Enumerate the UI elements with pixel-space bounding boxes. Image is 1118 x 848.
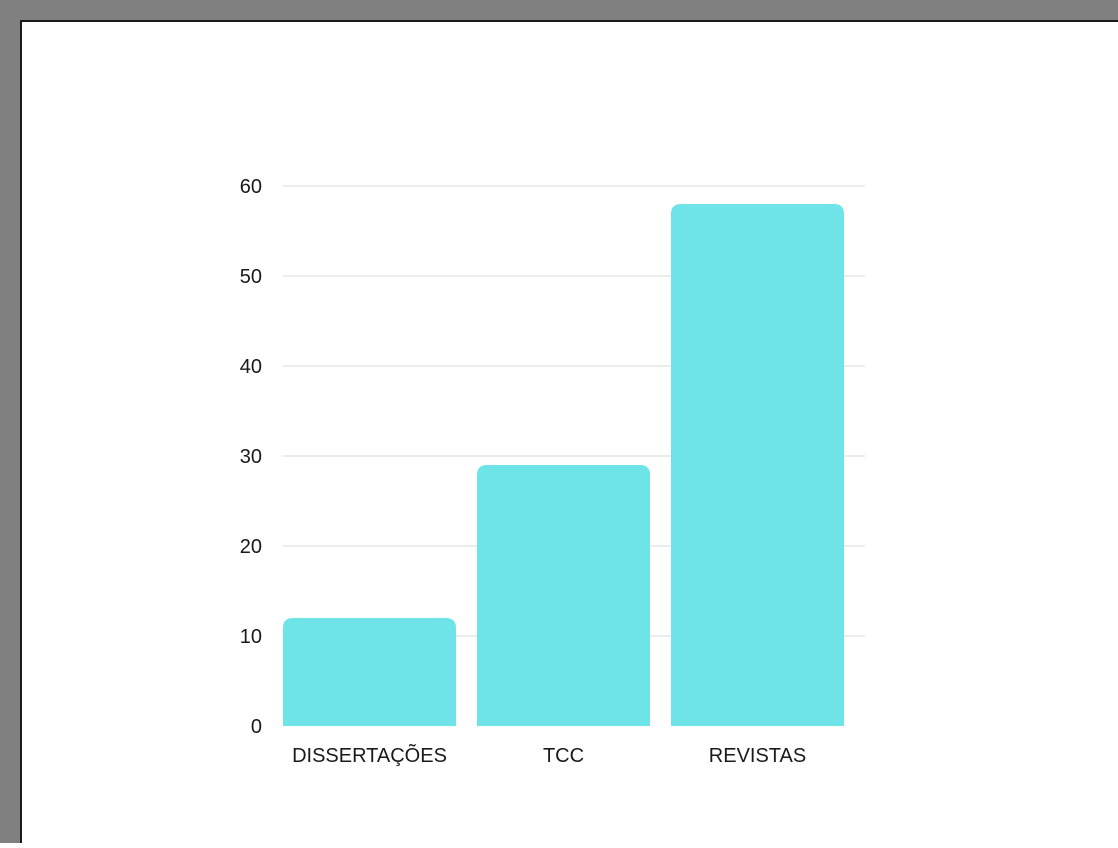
y-tick-label: 20 [240,536,262,558]
y-tick-label: 10 [240,626,262,648]
x-tick-label: TCC [543,745,584,767]
x-tick-label: DISSERTAÇÕES [292,743,447,767]
window-frame-inner-left [20,20,22,843]
y-tick-label: 30 [240,446,262,468]
y-tick-label: 50 [240,266,262,288]
window-frame-left [0,0,20,843]
x-axis-ticks: DISSERTAÇÕES TCC REVISTAS [292,743,806,767]
y-tick-label: 40 [240,356,262,378]
bar-tcc [477,465,650,726]
window-frame-inner-top [20,20,1118,22]
y-tick-label: 60 [240,176,262,198]
x-tick-label: REVISTAS [709,745,806,767]
bars [283,204,844,726]
bar-revistas [671,204,844,726]
y-tick-label: 0 [251,716,262,738]
bar-dissertações [283,618,456,726]
y-axis-ticks: 0 10 20 30 40 50 60 [240,176,262,738]
window-frame-top [0,0,1118,20]
